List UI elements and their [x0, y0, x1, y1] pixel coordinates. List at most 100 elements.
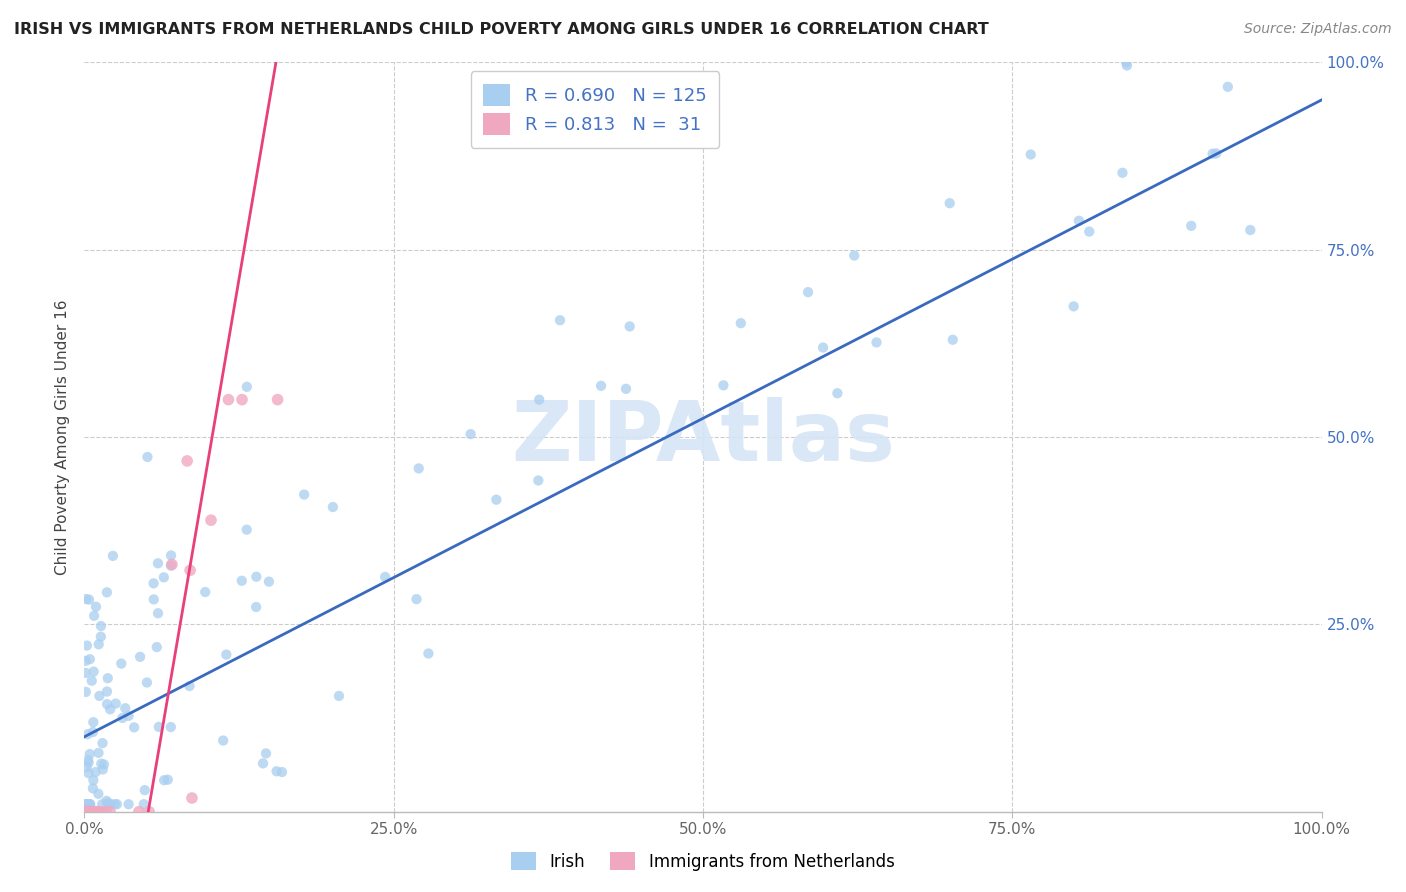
Point	[79, 805, 101, 819]
Point	[79, 652, 101, 666]
Point	[91, 763, 114, 777]
Point	[730, 316, 752, 330]
Point	[254, 747, 277, 761]
Point	[77, 592, 100, 607]
Legend: R = 0.690   N = 125, R = 0.813   N =  31: R = 0.690 N = 125, R = 0.813 N = 31	[471, 71, 720, 148]
Point	[146, 640, 169, 654]
Point	[84, 805, 107, 819]
Point	[90, 619, 112, 633]
Point	[76, 639, 98, 653]
Point	[231, 574, 253, 588]
Point	[408, 461, 430, 475]
Point	[176, 454, 198, 468]
Point	[93, 757, 115, 772]
Point	[811, 341, 834, 355]
Point	[212, 733, 235, 747]
Point	[90, 805, 112, 819]
Point	[79, 797, 101, 812]
Point	[98, 805, 121, 819]
Point	[865, 335, 887, 350]
Point	[84, 765, 107, 780]
Point	[97, 671, 120, 685]
Point	[75, 654, 97, 668]
Point	[485, 492, 508, 507]
Point	[96, 684, 118, 698]
Point	[179, 679, 201, 693]
Point	[80, 805, 103, 819]
Point	[104, 797, 127, 812]
Point	[148, 720, 170, 734]
Point	[217, 392, 239, 407]
Point	[179, 563, 201, 577]
Point	[1216, 79, 1239, 94]
Point	[548, 313, 571, 327]
Point	[271, 765, 294, 780]
Point	[257, 574, 280, 589]
Point	[138, 805, 160, 819]
Point	[80, 673, 103, 688]
Point	[98, 702, 121, 716]
Point	[1111, 166, 1133, 180]
Point	[87, 746, 110, 760]
Point	[79, 797, 101, 812]
Point	[75, 805, 97, 819]
Point	[79, 805, 101, 819]
Point	[181, 791, 204, 805]
Point	[75, 797, 97, 812]
Point	[322, 500, 344, 514]
Point	[86, 805, 108, 819]
Point	[90, 630, 112, 644]
Point	[128, 805, 150, 819]
Point	[589, 379, 612, 393]
Point	[82, 725, 104, 739]
Point	[194, 585, 217, 599]
Point	[827, 386, 849, 401]
Point	[252, 756, 274, 771]
Point	[90, 756, 112, 771]
Point	[96, 805, 118, 819]
Point	[713, 378, 735, 392]
Point	[134, 783, 156, 797]
Point	[75, 797, 97, 812]
Point	[75, 592, 97, 607]
Point	[75, 805, 97, 819]
Point	[156, 772, 179, 787]
Point	[1180, 219, 1202, 233]
Point	[79, 797, 101, 812]
Point	[797, 285, 820, 300]
Point	[160, 549, 183, 563]
Point	[83, 608, 105, 623]
Point	[77, 766, 100, 780]
Point	[529, 392, 551, 407]
Point	[104, 697, 127, 711]
Point	[153, 773, 176, 788]
Point	[76, 727, 98, 741]
Point	[614, 382, 637, 396]
Point	[266, 764, 288, 779]
Point	[418, 647, 440, 661]
Point	[87, 805, 110, 819]
Point	[96, 697, 118, 711]
Y-axis label: Child Poverty Among Girls Under 16: Child Poverty Among Girls Under 16	[55, 300, 70, 574]
Point	[266, 392, 288, 407]
Point	[96, 794, 118, 808]
Point	[844, 248, 866, 262]
Point	[96, 585, 118, 599]
Point	[84, 599, 107, 614]
Point	[122, 720, 145, 734]
Point	[527, 474, 550, 488]
Point	[79, 747, 101, 761]
Point	[82, 773, 104, 788]
Point	[1201, 146, 1223, 161]
Point	[111, 711, 134, 725]
Point	[82, 715, 104, 730]
Point	[117, 709, 139, 723]
Point	[82, 781, 104, 796]
Point	[75, 805, 97, 819]
Point	[86, 805, 108, 819]
Point	[77, 753, 100, 767]
Point	[142, 592, 165, 607]
Point	[160, 558, 183, 572]
Text: ZIPAtlas: ZIPAtlas	[510, 397, 896, 477]
Point	[136, 450, 159, 464]
